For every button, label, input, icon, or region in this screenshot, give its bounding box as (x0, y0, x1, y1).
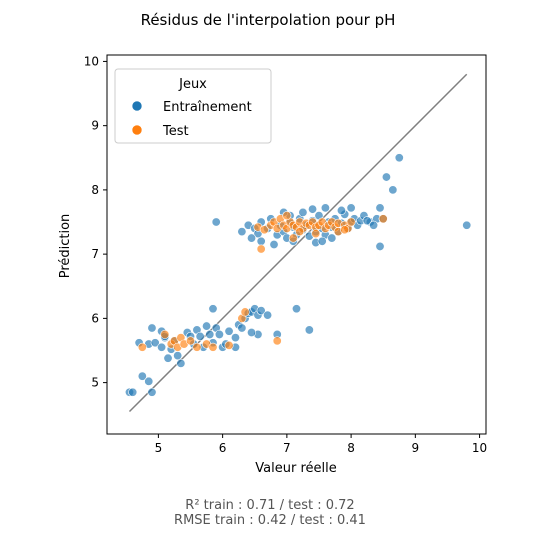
point-train (327, 233, 337, 243)
point-test (282, 211, 292, 221)
point-train (369, 220, 379, 230)
x-tick-label: 10 (472, 441, 487, 455)
identity-line (128, 73, 468, 413)
point-train (176, 358, 186, 368)
point-train (237, 227, 247, 237)
point-train (224, 326, 234, 336)
point-test (186, 336, 196, 346)
point-train (375, 241, 385, 251)
point-train (263, 310, 273, 320)
x-tick-label: 7 (283, 441, 291, 455)
plot-frame (106, 54, 487, 435)
x-tick-label: 5 (155, 441, 163, 455)
r2-metric: R² train : 0.71 / test : 0.72 (185, 498, 355, 513)
x-tick-label: 6 (219, 441, 227, 455)
chart-title: Résidus de l'interpolation pour pH (141, 11, 396, 29)
point-train (247, 233, 257, 243)
point-test (346, 217, 356, 227)
point-train (256, 306, 266, 316)
point-train (308, 204, 318, 214)
y-tick-label: 10 (84, 54, 99, 68)
x-tick-label: 9 (412, 441, 420, 455)
point-train (256, 236, 266, 246)
point-train (147, 323, 157, 333)
point-test (340, 225, 350, 235)
legend-title: Jeux (178, 77, 207, 92)
point-test (137, 342, 147, 352)
point-train (462, 220, 472, 230)
point-train (298, 207, 308, 217)
x-tick-label: 8 (347, 441, 355, 455)
point-train (202, 321, 212, 331)
point-train (208, 304, 218, 314)
point-train (336, 205, 346, 215)
point-test (288, 233, 298, 243)
y-tick-label: 6 (91, 311, 99, 325)
point-test (240, 307, 250, 317)
legend-label-test: Test (162, 124, 189, 139)
legend: Jeux Entraînement Test (114, 68, 272, 144)
point-train (304, 325, 314, 335)
point-test (256, 244, 266, 254)
legend-box (114, 68, 272, 144)
legend-marker-test (131, 124, 143, 136)
y-axis-label: Prédiction (58, 214, 73, 279)
point-test (259, 225, 269, 235)
y-tick-label: 7 (91, 247, 99, 261)
point-test (208, 342, 218, 352)
y-tick-label: 5 (91, 376, 99, 390)
point-train (375, 203, 385, 213)
y-tick-label: 9 (91, 119, 99, 133)
metrics-footer: R² train : 0.71 / test : 0.72 RMSE train… (0, 498, 540, 528)
x-axis-label: Valeur réelle (255, 461, 336, 476)
point-train (205, 329, 215, 339)
point-test (272, 336, 282, 346)
point-train (147, 387, 157, 397)
point-train (247, 328, 257, 338)
point-train (362, 216, 372, 226)
point-train (291, 304, 301, 314)
point-test (160, 329, 170, 339)
point-train (137, 371, 147, 381)
point-test (192, 342, 202, 352)
point-train (230, 333, 240, 343)
point-train (163, 353, 173, 363)
point-train (317, 236, 327, 246)
point-train (269, 240, 279, 250)
point-train (128, 387, 138, 397)
point-train (381, 172, 391, 182)
point-train (320, 203, 330, 213)
scatter-chart: Résidus de l'interpolation pour pH 5 6 7 8 9… (58, 11, 487, 476)
point-test (378, 214, 388, 224)
legend-marker-train (131, 100, 143, 112)
point-train (394, 153, 404, 163)
rmse-metric: RMSE train : 0.42 / test : 0.41 (174, 513, 366, 528)
point-train (346, 203, 356, 213)
point-test (224, 340, 234, 350)
y-tick-label: 8 (91, 183, 99, 197)
point-train (150, 338, 160, 348)
point-test (311, 229, 321, 239)
point-train (237, 323, 247, 333)
legend-label-train: Entraînement (163, 100, 252, 115)
point-train (214, 329, 224, 339)
point-train (157, 342, 167, 352)
point-train (173, 351, 183, 361)
point-train (211, 217, 221, 227)
point-train (195, 331, 205, 341)
point-test (295, 227, 305, 237)
point-train (144, 376, 154, 386)
point-train (388, 185, 398, 195)
